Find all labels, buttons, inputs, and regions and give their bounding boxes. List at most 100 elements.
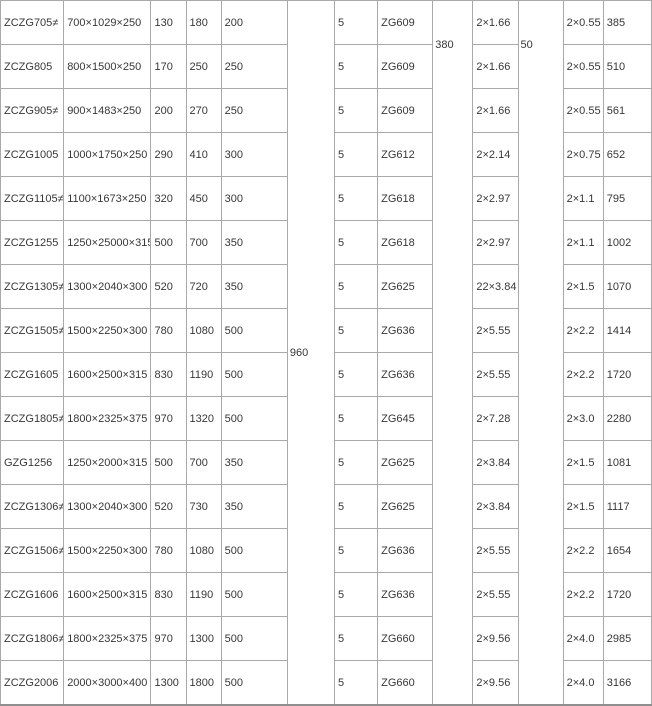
cell-value-b: 1080 (185, 528, 222, 573)
cell-value-c: 350 (220, 484, 288, 529)
cell-motor: ZG636 (377, 308, 434, 353)
cell-value-d: 5 (333, 352, 379, 397)
cell-motor: ZG612 (377, 132, 434, 177)
table-row: ZCZG1306≠ 1300×2040×300 520 730 350 5 ZG… (0, 484, 652, 529)
cell-dimensions: 1100×1673×250 (63, 176, 152, 221)
cell-power-2: 2×4.0 (562, 616, 604, 661)
cell-value-d: 5 (333, 88, 379, 133)
cell-weight: 1720 (602, 572, 652, 617)
cell-value-a: 200 (150, 88, 187, 133)
table-row: ZCZG1606 1600×2500×315 830 1190 500 5 ZG… (0, 572, 652, 617)
cell-value-b: 410 (185, 132, 222, 177)
cell-dimensions: 1250×2000×315 (63, 440, 152, 485)
cell-weight: 1414 (602, 308, 652, 353)
cell-model: ZCZG705≠ (0, 0, 65, 45)
cell-power-2: 2×2.2 (562, 308, 604, 353)
cell-weight: 2280 (602, 396, 652, 441)
cell-power-1: 2×5.55 (472, 572, 519, 617)
cell-motor: ZG645 (377, 396, 434, 441)
cell-value-b: 730 (185, 484, 222, 529)
cell-value-d: 5 (333, 484, 379, 529)
cell-power-1: 2×9.56 (472, 660, 519, 706)
cell-value-b: 700 (185, 220, 222, 265)
cell-value-a: 970 (150, 616, 187, 661)
cell-value-a: 130 (150, 0, 187, 45)
cell-power-2: 2×2.2 (562, 572, 604, 617)
cell-value-d: 5 (333, 572, 379, 617)
cell-power-1: 2×1.66 (472, 88, 519, 133)
cell-motor: ZG636 (377, 352, 434, 397)
cell-power-2: 2×1.5 (562, 440, 604, 485)
cell-weight: 385 (602, 0, 652, 45)
cell-power-2: 2×1.1 (562, 176, 604, 221)
cell-power-1: 2×3.84 (472, 440, 519, 485)
cell-model: ZCZG1605 (0, 352, 65, 397)
cell-value-b: 1300 (185, 616, 222, 661)
cell-dimensions: 900×1483×250 (63, 88, 152, 133)
merged-cell-380: 380 (435, 38, 454, 51)
cell-power-2: 2×1.5 (562, 264, 604, 309)
cell-value-d: 5 (333, 264, 379, 309)
cell-model: ZCZG2006 (0, 660, 65, 706)
cell-value-d: 5 (333, 176, 379, 221)
cell-value-d: 5 (333, 440, 379, 485)
cell-power-1: 2×2.97 (472, 176, 519, 221)
cell-power-1: 2×1.66 (472, 44, 519, 89)
cell-power-1: 2×7.28 (472, 396, 519, 441)
merged-cell-50: 50 (520, 38, 533, 51)
cell-power-1: 2×5.55 (472, 528, 519, 573)
cell-value-a: 830 (150, 352, 187, 397)
cell-value-b: 1190 (185, 352, 222, 397)
cell-value-a: 500 (150, 220, 187, 265)
cell-motor: ZG625 (377, 440, 434, 485)
cell-value-b: 720 (185, 264, 222, 309)
cell-value-c: 500 (220, 308, 288, 353)
cell-power-1: 22×3.84 (472, 264, 519, 309)
cell-model: ZCZG1105≠ (0, 176, 65, 221)
cell-dimensions: 1600×2500×315 (63, 352, 152, 397)
cell-model: ZCZG1306≠ (0, 484, 65, 529)
cell-value-a: 780 (150, 308, 187, 353)
cell-motor: ZG618 (377, 176, 434, 221)
cell-value-c: 500 (220, 396, 288, 441)
cell-value-a: 1300 (150, 660, 187, 706)
cell-value-b: 1080 (185, 308, 222, 353)
cell-value-b: 700 (185, 440, 222, 485)
cell-model: ZCZG1505≠ (0, 308, 65, 353)
cell-dimensions: 1250×25000×315 (63, 220, 152, 265)
cell-power-1: 2×5.55 (472, 308, 519, 353)
cell-dimensions: 1500×2250×300 (63, 308, 152, 353)
merged-cell-960: 960 (289, 346, 309, 359)
cell-value-c: 300 (220, 176, 288, 221)
cell-dimensions: 1600×2500×315 (63, 572, 152, 617)
cell-value-d: 5 (333, 308, 379, 353)
cell-motor: ZG609 (377, 0, 434, 45)
cell-model: ZCZG805 (0, 44, 65, 89)
cell-power-2: 2×0.55 (562, 0, 604, 45)
cell-value-b: 1800 (185, 660, 222, 706)
cell-weight: 2985 (602, 616, 652, 661)
cell-value-d: 5 (333, 220, 379, 265)
cell-weight: 652 (602, 132, 652, 177)
cell-value-c: 350 (220, 220, 288, 265)
table-row: ZCZG1506≠ 1500×2250×300 780 1080 500 5 Z… (0, 528, 652, 573)
cell-motor: ZG618 (377, 220, 434, 265)
cell-dimensions: 1300×2040×300 (63, 264, 152, 309)
cell-motor: ZG636 (377, 572, 434, 617)
cell-value-b: 450 (185, 176, 222, 221)
table-row: ZCZG1806≠ 1800×2325×375 970 1300 500 5 Z… (0, 616, 652, 661)
cell-value-a: 520 (150, 264, 187, 309)
cell-value-c: 350 (220, 264, 288, 309)
cell-value-a: 830 (150, 572, 187, 617)
cell-weight: 3166 (602, 660, 652, 706)
table-row: ZCZG805 800×1500×250 170 250 250 5 ZG609… (0, 44, 652, 89)
cell-value-b: 250 (185, 44, 222, 89)
cell-dimensions: 1800×2325×375 (63, 396, 152, 441)
cell-power-1: 2×5.55 (472, 352, 519, 397)
cell-model: ZCZG1506≠ (0, 528, 65, 573)
cell-motor: ZG609 (377, 88, 434, 133)
cell-value-c: 200 (220, 0, 288, 45)
cell-power-1: 2×2.14 (472, 132, 519, 177)
